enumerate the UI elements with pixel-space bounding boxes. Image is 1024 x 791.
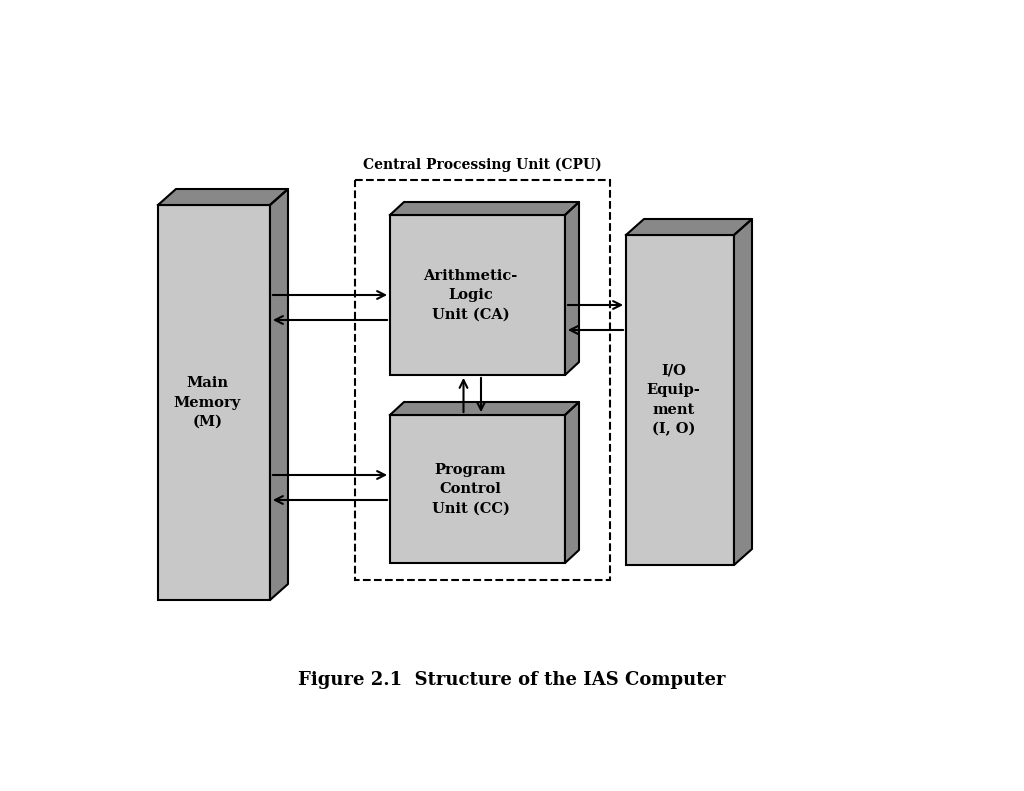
Polygon shape	[390, 402, 579, 415]
Bar	[355, 180, 610, 580]
Polygon shape	[565, 402, 579, 563]
Bar	[158, 205, 270, 600]
Polygon shape	[734, 219, 752, 565]
Text: Arithmetic-
Logic
Unit (CA): Arithmetic- Logic Unit (CA)	[423, 268, 517, 321]
Polygon shape	[270, 189, 288, 600]
Polygon shape	[565, 202, 579, 375]
Polygon shape	[158, 189, 288, 205]
Bar	[390, 415, 565, 563]
Polygon shape	[390, 202, 579, 215]
Bar	[626, 235, 734, 565]
Bar	[390, 215, 565, 375]
Text: Central Processing Unit (CPU): Central Processing Unit (CPU)	[364, 157, 602, 172]
Polygon shape	[626, 219, 752, 235]
Text: Program
Control
Unit (CC): Program Control Unit (CC)	[431, 463, 509, 516]
Text: Main
Memory
(M): Main Memory (M)	[174, 376, 241, 429]
Text: Figure 2.1  Structure of the IAS Computer: Figure 2.1 Structure of the IAS Computer	[298, 671, 726, 689]
Text: I/O
Equip-
ment
(I, O): I/O Equip- ment (I, O)	[646, 364, 700, 437]
